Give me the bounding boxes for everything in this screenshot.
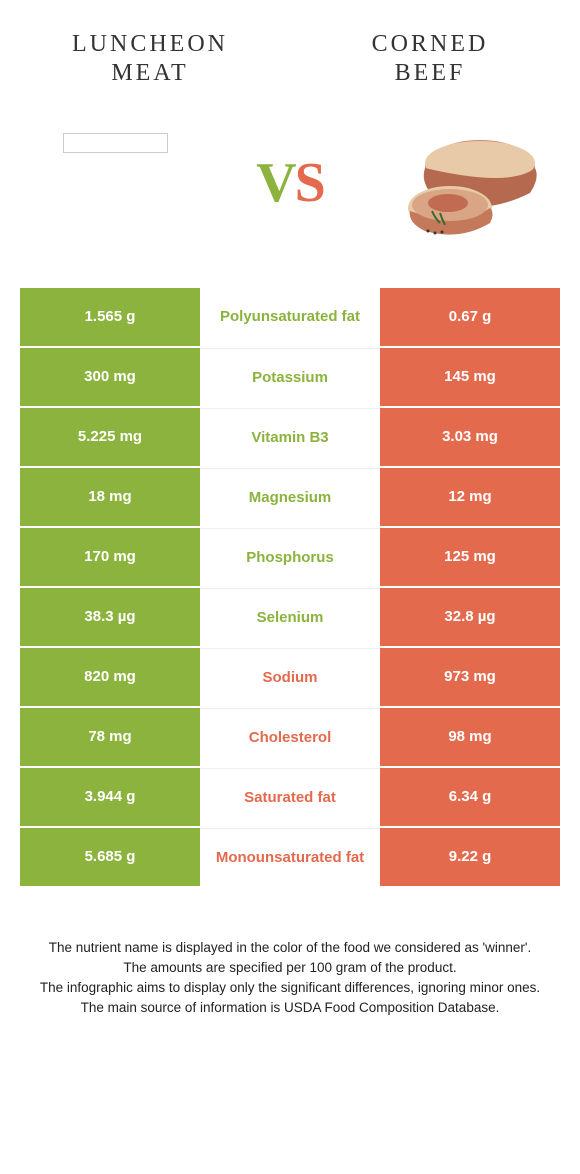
nutrient-label: Sodium bbox=[200, 648, 380, 708]
left-image-box bbox=[30, 118, 200, 248]
table-row: 78 mgCholesterol98 mg bbox=[20, 708, 560, 768]
left-value: 5.685 g bbox=[20, 828, 200, 888]
table-row: 1.565 gPolyunsaturated fat0.67 g bbox=[20, 288, 560, 348]
left-value: 78 mg bbox=[20, 708, 200, 768]
footer-line4: The main source of information is USDA F… bbox=[30, 998, 550, 1018]
left-value: 170 mg bbox=[20, 528, 200, 588]
table-row: 300 mgPotassium145 mg bbox=[20, 348, 560, 408]
table-row: 3.944 gSaturated fat6.34 g bbox=[20, 768, 560, 828]
footer-line2: The amounts are specified per 100 gram o… bbox=[30, 958, 550, 978]
vs-s: S bbox=[295, 152, 324, 214]
right-image-box bbox=[380, 118, 550, 248]
header: LUNCHEON MEAT CORNED BEEF bbox=[0, 0, 580, 98]
footer-line1: The nutrient name is displayed in the co… bbox=[30, 938, 550, 958]
right-value: 98 mg bbox=[380, 708, 560, 768]
right-title-line2: BEEF bbox=[395, 60, 466, 86]
table-row: 820 mgSodium973 mg bbox=[20, 648, 560, 708]
table-row: 170 mgPhosphorus125 mg bbox=[20, 528, 560, 588]
table-row: 5.225 mgVitamin B33.03 mg bbox=[20, 408, 560, 468]
left-title-line1: LUNCHEON bbox=[72, 31, 228, 57]
nutrient-label: Phosphorus bbox=[200, 528, 380, 588]
right-value: 145 mg bbox=[380, 348, 560, 408]
left-value: 5.225 mg bbox=[20, 408, 200, 468]
nutrient-label: Monounsaturated fat bbox=[200, 828, 380, 888]
right-value: 973 mg bbox=[380, 648, 560, 708]
left-value: 300 mg bbox=[20, 348, 200, 408]
right-value: 6.34 g bbox=[380, 768, 560, 828]
footer-line3: The infographic aims to display only the… bbox=[30, 978, 550, 998]
right-food-title: CORNED BEEF bbox=[340, 30, 520, 88]
right-value: 0.67 g bbox=[380, 288, 560, 348]
right-value: 12 mg bbox=[380, 468, 560, 528]
right-value: 32.8 µg bbox=[380, 588, 560, 648]
footer: The nutrient name is displayed in the co… bbox=[0, 888, 580, 1019]
left-title-line2: MEAT bbox=[111, 60, 188, 86]
vs-v: V bbox=[256, 152, 294, 214]
right-title-line1: CORNED bbox=[372, 31, 489, 57]
left-value: 38.3 µg bbox=[20, 588, 200, 648]
left-value: 18 mg bbox=[20, 468, 200, 528]
table-row: 18 mgMagnesium12 mg bbox=[20, 468, 560, 528]
nutrient-table: 1.565 gPolyunsaturated fat0.67 g300 mgPo… bbox=[20, 288, 560, 888]
vs-label: VS bbox=[256, 151, 324, 215]
right-value: 125 mg bbox=[380, 528, 560, 588]
nutrient-label: Polyunsaturated fat bbox=[200, 288, 380, 348]
left-value: 820 mg bbox=[20, 648, 200, 708]
nutrient-label: Vitamin B3 bbox=[200, 408, 380, 468]
left-value: 1.565 g bbox=[20, 288, 200, 348]
images-row: VS bbox=[0, 98, 580, 288]
left-food-title: LUNCHEON MEAT bbox=[60, 30, 240, 88]
left-value: 3.944 g bbox=[20, 768, 200, 828]
nutrient-label: Magnesium bbox=[200, 468, 380, 528]
nutrient-label: Saturated fat bbox=[200, 768, 380, 828]
nutrient-label: Potassium bbox=[200, 348, 380, 408]
right-value: 9.22 g bbox=[380, 828, 560, 888]
table-row: 38.3 µgSelenium32.8 µg bbox=[20, 588, 560, 648]
right-value: 3.03 mg bbox=[380, 408, 560, 468]
nutrient-label: Cholesterol bbox=[200, 708, 380, 768]
left-image-placeholder bbox=[63, 133, 168, 153]
corned-beef-icon bbox=[380, 123, 550, 243]
table-row: 5.685 gMonounsaturated fat9.22 g bbox=[20, 828, 560, 888]
nutrient-label: Selenium bbox=[200, 588, 380, 648]
